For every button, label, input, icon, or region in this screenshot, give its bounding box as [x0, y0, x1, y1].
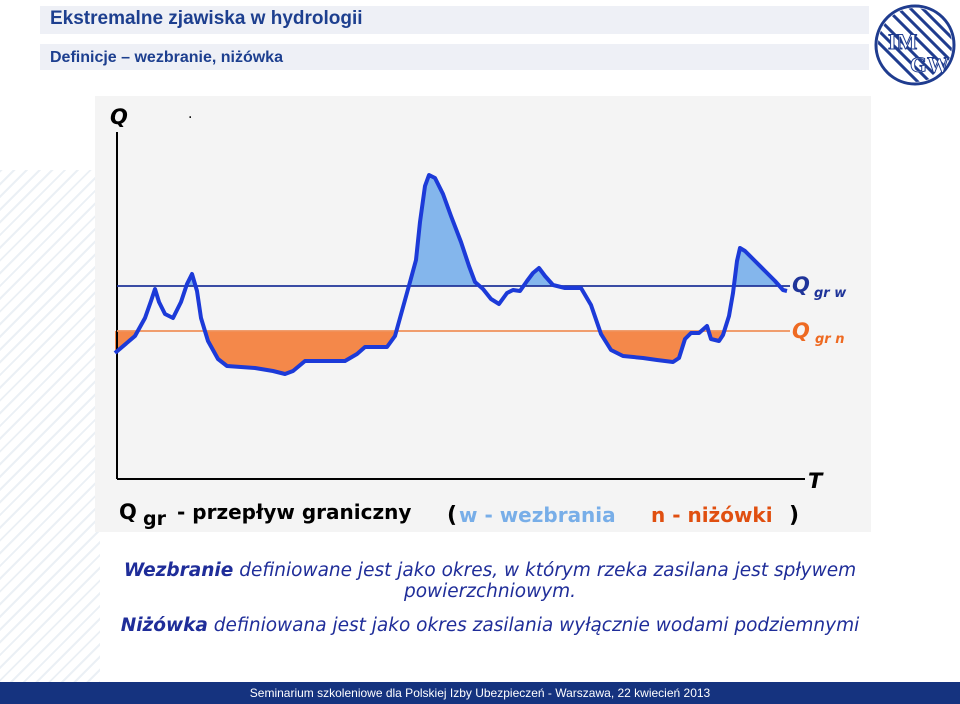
x-axis-label: T	[808, 469, 824, 493]
legend-w: w - wezbrania	[459, 503, 616, 527]
legend-close-paren: )	[789, 503, 799, 528]
title-bar	[40, 6, 869, 34]
label-qgrn-sub: gr n	[815, 332, 845, 347]
logo-text-top: IM	[888, 29, 918, 54]
hydrograph-diagram: Q . T Q gr w Q gr n Q gr - przepływ gran…	[95, 96, 871, 532]
wezbranie-text: definiowane jest jako okres, w którym rz…	[233, 560, 857, 602]
footer-text: Seminarium szkoleniowe dla Polskiej Izby…	[249, 686, 711, 700]
decorative-hatch-pattern	[0, 170, 100, 700]
label-qgrn-main: Q	[792, 319, 810, 343]
legend-open-paren: (	[447, 503, 457, 528]
nizowka-text: definiowana jest jako okres zasilania wy…	[207, 615, 860, 636]
legend-n: n - niżówki	[651, 503, 773, 527]
imgw-logo: IM GW	[874, 4, 956, 86]
page-title: Ekstremalne zjawiska w hydrologii	[50, 8, 363, 29]
y-axis-label: Q	[110, 105, 128, 129]
legend-q: Q	[119, 500, 137, 524]
subtitle-bar	[40, 44, 869, 70]
page-subtitle: Definicje – wezbranie, niżówka	[50, 49, 283, 66]
wezbranie-term: Wezbranie	[123, 560, 234, 581]
drought-area	[115, 331, 787, 374]
footer-bar: Seminarium szkoleniowe dla Polskiej Izby…	[0, 682, 960, 704]
legend-definition: - przepływ graniczny	[177, 500, 411, 524]
logo-text-bottom: GW	[910, 52, 949, 77]
wezbranie-definition: Wezbranie definiowane jest jako okres, w…	[60, 560, 920, 602]
nizowka-term: Niżówka	[120, 615, 208, 636]
legend-gr: gr	[143, 508, 167, 530]
label-qgrw-main: Q	[792, 273, 810, 297]
flood-area	[115, 175, 787, 286]
dot-mark: .	[188, 106, 192, 122]
nizowka-definition: Niżówka definiowana jest jako okres zasi…	[60, 615, 920, 636]
label-qgrw-sub: gr w	[814, 286, 847, 301]
